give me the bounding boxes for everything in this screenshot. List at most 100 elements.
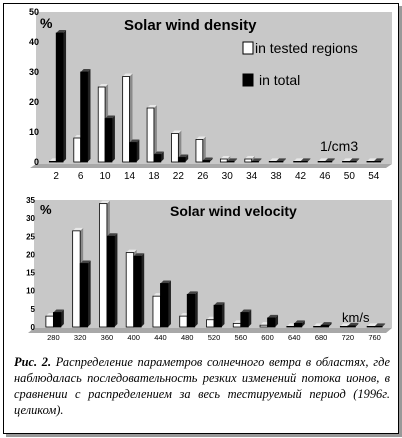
bar-face xyxy=(129,142,137,163)
bar-face xyxy=(202,160,211,163)
bar-side xyxy=(258,158,262,162)
bar-face xyxy=(366,160,375,163)
bar-total-22 xyxy=(177,154,189,163)
x-tick-label: 600 xyxy=(261,333,274,342)
plot-area xyxy=(34,200,392,328)
bar-top xyxy=(80,260,91,264)
bar-top xyxy=(240,309,252,313)
x-tick-label: 34 xyxy=(246,171,258,182)
bar-top xyxy=(53,309,64,313)
bar-total-2 xyxy=(55,30,67,163)
x-tick-label: 440 xyxy=(154,333,167,342)
bar-side xyxy=(178,130,182,162)
y-tick-label: 35 xyxy=(26,196,35,205)
x-tick-label: 520 xyxy=(208,333,221,342)
bar-top xyxy=(227,158,238,162)
bar-face xyxy=(45,315,54,328)
bar-face xyxy=(251,160,259,163)
y-tick-label: 25 xyxy=(26,232,35,241)
y-tick-label: 50 xyxy=(29,7,39,17)
bar-top xyxy=(373,158,384,162)
bar-face xyxy=(313,325,322,328)
bar-top xyxy=(171,130,182,134)
bar-top xyxy=(98,84,109,87)
y-tick-label: 15 xyxy=(26,269,35,278)
bar-top xyxy=(294,320,305,324)
bar-side xyxy=(185,154,189,162)
y-tick-label: 5 xyxy=(31,305,36,314)
bar-side xyxy=(160,151,164,162)
bar-face xyxy=(206,319,215,328)
bar-face xyxy=(286,325,295,328)
x-tick-label: 46 xyxy=(319,171,331,182)
bar-total-42 xyxy=(300,158,311,163)
bar-side xyxy=(275,314,279,327)
chart-title: Solar wind density xyxy=(124,17,257,34)
bar-face xyxy=(160,283,169,328)
bar-total-360 xyxy=(106,233,118,328)
bar-side xyxy=(63,30,67,162)
bar-face xyxy=(226,160,235,163)
bar-total-18 xyxy=(153,151,164,163)
bar-total-50 xyxy=(348,158,360,163)
plot-area xyxy=(36,12,392,164)
plot-floor xyxy=(30,164,392,168)
x-tick-label: 280 xyxy=(47,333,60,342)
y-tick-label: 0 xyxy=(31,323,36,332)
unit-label: km/s xyxy=(342,310,370,325)
bar-top xyxy=(321,322,332,326)
bar-face xyxy=(342,160,350,163)
bar-side xyxy=(194,291,198,327)
bar-side xyxy=(301,320,305,327)
bar-top xyxy=(106,233,118,237)
x-tick-label: 26 xyxy=(197,171,209,182)
legend: in tested regions in total xyxy=(242,40,358,88)
bar-total-400 xyxy=(133,253,145,328)
bar-top xyxy=(276,158,286,162)
bar-total-480 xyxy=(186,291,198,328)
x-tick-label: 560 xyxy=(235,333,248,342)
bar-face xyxy=(213,304,222,328)
x-tick-label: 38 xyxy=(271,171,283,182)
figure-caption: Рис. 2. Распределение параметров солнечн… xyxy=(14,354,390,418)
bar-top xyxy=(251,158,262,162)
bar-side xyxy=(60,309,64,327)
bar-top xyxy=(300,158,311,162)
bar-top xyxy=(99,200,110,204)
bar-top xyxy=(187,291,198,295)
bar-top xyxy=(349,158,360,162)
x-tick-label: 2 xyxy=(53,171,59,182)
bar-top xyxy=(153,151,164,155)
bar-face xyxy=(267,317,276,328)
bar-top xyxy=(318,158,328,162)
caption-text: Распределение параметров солнечного ветр… xyxy=(14,355,390,417)
legend-label-tested: in tested regions xyxy=(255,40,358,56)
bar-side xyxy=(111,115,115,162)
bar-tested-18 xyxy=(146,105,157,163)
bar-side xyxy=(355,322,359,327)
bar-side xyxy=(234,158,238,162)
bar-total-38 xyxy=(275,158,286,163)
bar-side xyxy=(380,158,384,162)
y-tick-label: 30 xyxy=(29,67,39,77)
bar-face xyxy=(268,160,277,163)
bar-side xyxy=(382,323,386,327)
bar-total-600 xyxy=(267,314,279,328)
bar-side xyxy=(328,322,332,327)
bar-side xyxy=(282,158,286,162)
bar-tested-14 xyxy=(122,73,133,163)
bar-face xyxy=(324,160,333,163)
bar-face xyxy=(240,312,249,328)
bar-face xyxy=(366,325,376,328)
y-tick-label: 20 xyxy=(29,97,39,107)
y-axis-label: % xyxy=(40,15,53,31)
bar-face xyxy=(79,263,89,328)
bar-face xyxy=(347,325,356,328)
bar-face xyxy=(104,118,113,163)
bar-face xyxy=(106,235,115,328)
figure-frame: % Solar wind density in tested regions i… xyxy=(3,3,399,434)
bar-top xyxy=(347,322,359,326)
bar-top xyxy=(133,253,145,257)
x-tick-label: 640 xyxy=(288,333,301,342)
bar-side xyxy=(153,105,157,162)
